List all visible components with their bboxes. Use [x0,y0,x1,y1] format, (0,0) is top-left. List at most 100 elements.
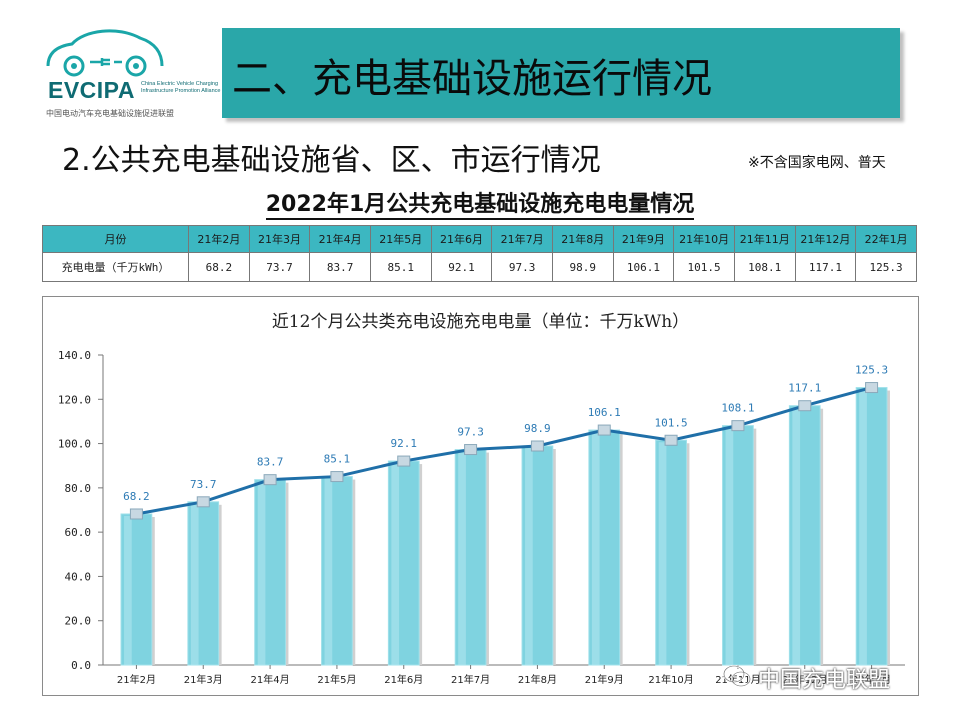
data-label: 97.3 [457,426,484,439]
bar-highlight [190,503,199,665]
month-header-cell: 21年8月 [551,225,614,253]
x-tick-label: 21年4月 [251,673,290,686]
line-marker [464,444,478,456]
y-tick-label: 140.0 [58,349,91,362]
x-tick-label: 21年10月 [648,673,693,686]
data-label: 98.9 [524,422,551,435]
data-label: 83.7 [257,456,284,469]
data-label: 73.7 [190,478,217,491]
value-cell: 108.1 [733,252,796,282]
value-cell: 106.1 [612,252,675,282]
trend-line [136,386,872,516]
bar-highlight [658,442,667,665]
line-marker [597,424,611,436]
chart-title: 近12个月公共类充电设施充电电量（单位：千万kWh） [272,312,689,332]
value-cell: 125.3 [855,252,917,282]
month-header-cell: 21年11月 [733,225,796,253]
header-label-cell: 月份 [42,225,189,253]
bar-highlight [391,463,400,665]
chart-panel: 近12个月公共类充电设施充电电量（单位：千万kWh） 0.0 20.0 40.0 60.… [42,296,919,696]
evcipa-logo: EVCIPA China Electric Vehicle Charging I… [40,22,220,122]
line-marker [798,400,812,412]
value-cell: 101.5 [673,252,735,282]
charging-volume-chart: 近12个月公共类充电设施充电电量（单位：千万kWh） 0.0 20.0 40.0 60.… [58,312,905,686]
bar-highlight [792,407,801,665]
month-header-cell: 21年10月 [673,225,735,253]
table-title-wrap: 2022年1月公共充电基础设施充电电量情况 [0,186,960,220]
y-tick-label: 60.0 [65,526,92,539]
y-tick-label: 20.0 [65,615,92,628]
value-cell: 98.9 [551,252,614,282]
bar-highlight [859,389,867,665]
line-marker [196,496,210,508]
y-tick-label: 120.0 [58,393,91,406]
month-header-cell: 22年1月 [855,225,917,253]
value-cell: 117.1 [794,252,857,282]
car-charger-logo-icon [46,29,164,77]
x-tick-label: 22年1月 [852,673,891,686]
value-cell: 92.1 [430,252,493,282]
month-header-cell: 21年7月 [491,225,553,253]
bar-highlight [725,427,734,665]
line-marker [865,382,879,394]
y-tick-label: 100.0 [58,438,91,451]
data-label: 106.1 [588,406,621,419]
x-tick-label: 21年6月 [384,673,423,686]
logo-english-name: China Electric Vehicle Charging Infrastr… [141,81,221,94]
line-marker [664,434,678,446]
month-header-cell: 21年12月 [794,225,857,253]
bar-highlight [257,481,266,665]
x-tick-label: 21年3月 [184,673,223,686]
bar-highlight [525,448,533,665]
data-label: 85.1 [324,453,351,466]
charging-volume-table: 月份 21年2月 21年3月 21年4月 21年5月 21年6月 21年7月 21年8月 21… [42,225,917,282]
x-tick-label: 21年9月 [585,673,624,686]
line-marker [397,455,411,467]
value-cell: 83.7 [309,252,371,282]
month-header-cell: 21年3月 [248,225,311,253]
data-label: 108.1 [721,402,754,415]
month-header-cell: 21年2月 [188,225,250,253]
y-tick-label: 40.0 [65,570,92,583]
line-marker [530,440,544,452]
bar-highlight [124,515,132,665]
table-title: 2022年1月公共充电基础设施充电电量情况 [265,192,695,220]
month-header-cell: 21年6月 [430,225,493,253]
value-cell: 97.3 [491,252,553,282]
x-tick-label: 21年12月 [782,673,827,686]
logo-chinese-name: 中国电动汽车充电基础设施促进联盟 [46,109,174,118]
section-title: 二、充电基础设施运行情况 [232,56,712,102]
x-tick-label: 21年7月 [451,673,490,686]
data-label: 101.5 [655,416,688,429]
month-header-cell: 21年5月 [369,225,432,253]
wechat-icon [723,665,751,687]
data-label: 125.3 [855,364,888,377]
table-value-row: 充电电量（千万kWh） 68.2 73.7 83.7 85.1 92.1 97.3 98.9… [42,252,917,282]
x-tick-label: 21年2月 [117,673,156,686]
x-tick-label: 21年5月 [317,673,356,686]
bar-highlight [591,432,600,665]
y-tick-label: 80.0 [65,482,92,495]
logo-acronym: EVCIPA [48,77,135,103]
row-label-cell: 充电电量（千万kWh） [42,252,189,282]
month-header-cell: 21年4月 [309,225,371,253]
line-marker [263,474,277,486]
data-label: 68.2 [123,490,149,503]
bar-highlight [458,451,466,665]
slide-subtitle: 2.公共充电基础设施省、区、市运行情况 [62,143,601,178]
x-tick-label: 21年8月 [518,673,557,686]
exclusion-note: ※不含国家电网、普天 [748,155,886,171]
table-header-row: 月份 21年2月 21年3月 21年4月 21年5月 21年6月 21年7月 21年8月 21… [42,225,917,253]
y-tick-label: 0.0 [71,659,91,672]
section-title-bar: 二、充电基础设施运行情况 [222,28,900,118]
value-cell: 68.2 [188,252,250,282]
line-marker [731,420,745,432]
data-label: 117.1 [788,382,821,395]
line-marker [330,471,344,483]
line-marker [129,508,143,520]
watermark-text: 中国充电联盟 [758,668,891,693]
value-cell: 73.7 [248,252,311,282]
data-label: 92.1 [391,437,418,450]
month-header-cell: 21年9月 [612,225,675,253]
bar-highlight [324,478,333,665]
